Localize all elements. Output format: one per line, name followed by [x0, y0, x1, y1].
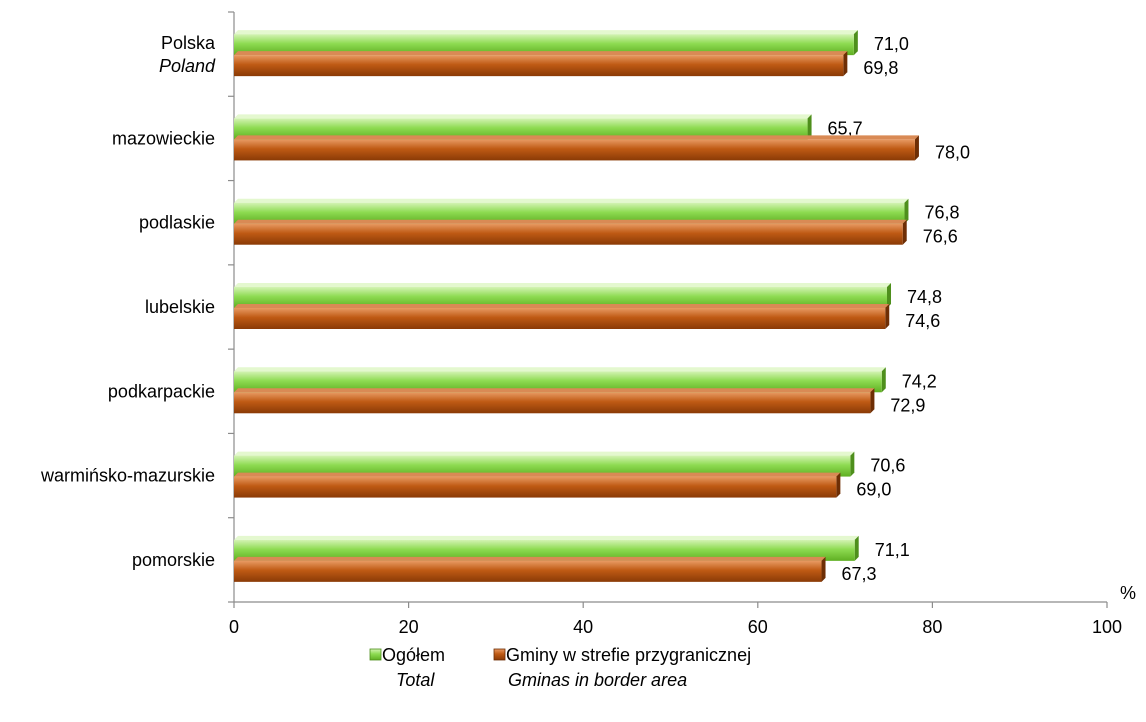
bar-end-face	[887, 283, 892, 308]
bar-end-face	[854, 535, 859, 561]
data-label: 76,8	[924, 203, 959, 223]
bar-end-face	[881, 367, 886, 393]
legend: Ogółem Total Gminy w strefie przygraniczne…	[369, 645, 751, 690]
bar	[234, 223, 903, 245]
bar-end-face	[902, 219, 907, 245]
x-axis-unit: %	[1120, 583, 1136, 603]
data-label: 69,0	[856, 480, 891, 500]
legend-label-en: Total	[396, 670, 435, 690]
y-tick-label: podlaskie	[139, 213, 215, 233]
bar	[234, 139, 915, 161]
bar-top-face	[234, 114, 812, 119]
x-tick-label: 60	[748, 617, 768, 637]
y-tick-label: pomorskie	[132, 550, 215, 570]
bar-top-face	[234, 388, 875, 393]
data-label: 71,1	[875, 540, 910, 560]
bar-top-face	[234, 451, 855, 456]
y-tick-label: Polska	[161, 33, 216, 53]
y-tick-label-en: Poland	[159, 56, 216, 76]
data-label: 74,2	[902, 371, 937, 391]
data-label: 72,9	[890, 395, 925, 415]
bar	[234, 455, 851, 477]
bar	[234, 476, 837, 498]
bar	[234, 392, 871, 414]
bar-end-face	[836, 472, 841, 498]
bar-top-face	[234, 198, 909, 203]
bar-top-face	[234, 30, 858, 35]
data-label: 74,6	[905, 311, 940, 331]
legend-label: Ogółem	[382, 645, 445, 665]
bar-top-face	[234, 219, 907, 224]
data-label: 71,0	[874, 34, 909, 54]
bar	[234, 202, 905, 224]
data-label: 67,3	[842, 564, 877, 584]
bar	[234, 34, 854, 56]
plot-area: 0 20 40 60 80 100% Polska Poland mazowieckie podl…	[40, 11, 1136, 637]
bar-end-face	[870, 388, 875, 414]
bar	[234, 560, 822, 582]
bar-end-face	[904, 198, 909, 224]
bar-end-face	[850, 451, 855, 477]
bar	[234, 287, 888, 308]
bar-top-face	[234, 556, 826, 561]
bar-top-face	[234, 535, 859, 540]
bar-end-face	[853, 30, 858, 56]
y-tick-label: podkarpackie	[108, 381, 215, 401]
bar-top-face	[234, 472, 841, 477]
data-label: 69,8	[863, 58, 898, 78]
x-tick-label: 80	[922, 617, 942, 637]
y-tick-label: lubelskie	[145, 297, 215, 317]
x-tick-label: 100	[1092, 617, 1122, 637]
bar	[234, 55, 844, 77]
bar-top-face	[234, 51, 848, 56]
bar	[234, 539, 855, 561]
data-label: 65,7	[828, 118, 863, 138]
x-tick-label: 40	[573, 617, 593, 637]
legend-label-en: Gminas in border area	[508, 670, 687, 690]
bar-top-face	[234, 135, 919, 140]
bar	[234, 371, 882, 393]
bar-end-face	[885, 304, 890, 329]
legend-swatch	[369, 648, 382, 661]
bar-top-face	[234, 283, 892, 287]
x-tick-label: 0	[229, 617, 239, 637]
data-label: 78,0	[935, 142, 970, 162]
legend-swatch	[493, 648, 506, 661]
bar	[234, 118, 808, 140]
data-label: 70,6	[870, 456, 905, 476]
bar-top-face	[234, 304, 890, 308]
data-label: 74,8	[907, 287, 942, 307]
data-label: 76,6	[923, 227, 958, 247]
bar-end-face	[914, 135, 919, 161]
bar-end-face	[821, 556, 826, 582]
legend-label: Gminy w strefie przygranicznej	[506, 645, 751, 665]
y-tick-label: mazowieckie	[112, 128, 215, 148]
bar-end-face	[807, 114, 812, 140]
bar	[234, 308, 886, 329]
x-tick-label: 20	[399, 617, 419, 637]
bar-top-face	[234, 367, 886, 372]
y-tick-label: warmińsko-mazurskie	[40, 466, 215, 486]
bar-end-face	[843, 51, 848, 77]
